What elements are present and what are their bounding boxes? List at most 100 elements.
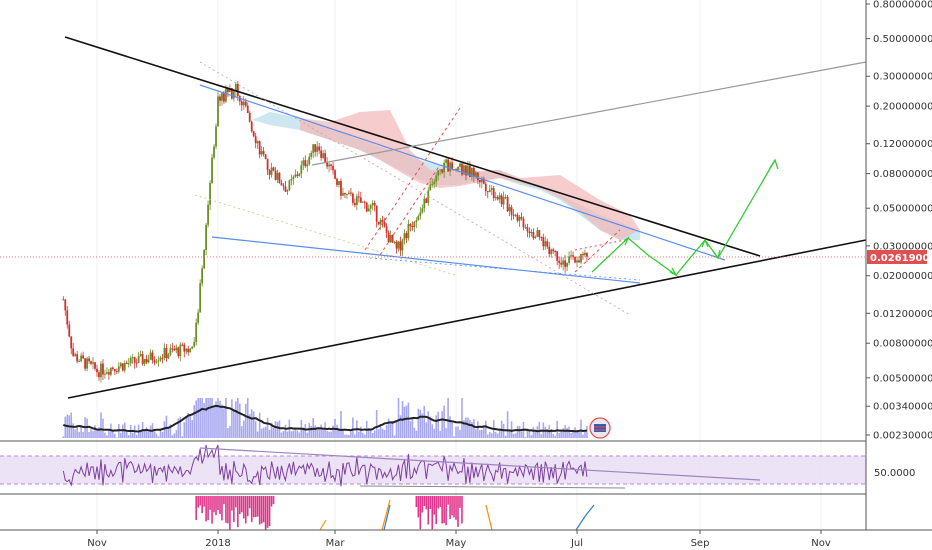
macd-histogram: [195, 496, 463, 530]
candle-body: [236, 83, 239, 97]
volume-bar: [391, 420, 394, 438]
fan-line-1[interactable]: [199, 61, 631, 316]
volume-bar: [437, 411, 439, 438]
candle-body: [240, 101, 243, 106]
candle-body: [308, 156, 311, 165]
x-tick-label: Nov: [87, 538, 107, 549]
candle-body: [242, 101, 245, 106]
volume-bar: [455, 426, 457, 438]
candle-body: [96, 368, 98, 373]
candle-body: [488, 189, 491, 193]
y-tick-label: 0.30000000: [873, 72, 932, 83]
macd-bar: [427, 496, 430, 525]
dotted-trend-3[interactable]: [574, 229, 621, 273]
candle-body: [88, 358, 90, 362]
candle-body: [439, 169, 442, 171]
macd-bar: [205, 496, 207, 522]
volume-bar: [159, 429, 162, 438]
candle-body: [290, 178, 293, 181]
volume-bar: [475, 429, 477, 438]
candle-body: [550, 249, 553, 254]
channel-lower[interactable]: [211, 236, 641, 284]
candle-body: [278, 172, 281, 183]
news-badge[interactable]: [589, 417, 611, 439]
volume-bar: [582, 434, 584, 438]
x-tick-label: Sep: [691, 538, 710, 549]
grey-trendline[interactable]: [311, 61, 867, 166]
candle-body: [191, 346, 194, 349]
volume-bar: [231, 399, 233, 438]
candle-body: [409, 224, 412, 227]
main-pane: [0, 0, 866, 440]
volume-bar: [278, 420, 281, 438]
volume-bar: [241, 426, 243, 438]
volume-bar: [558, 432, 560, 438]
macd-bar: [207, 496, 209, 520]
volume-bar: [209, 398, 211, 438]
volume-bar: [92, 431, 94, 438]
volume-bar: [74, 429, 76, 438]
candle-body: [532, 231, 535, 239]
candle-body: [187, 348, 190, 353]
volume-bar: [268, 429, 271, 438]
volume-bar: [304, 424, 307, 438]
candle-body: [482, 178, 485, 184]
volume-bar: [348, 434, 350, 438]
volume-bar: [78, 431, 80, 438]
volume-bar: [86, 418, 88, 438]
volume-bar: [135, 434, 138, 438]
macd-bar: [415, 496, 418, 508]
volume-bar: [298, 432, 301, 438]
candle-body: [155, 361, 158, 363]
volume-bar: [425, 422, 428, 438]
macd-bar: [256, 496, 259, 517]
macd-bar: [195, 496, 197, 521]
macd-bar: [437, 496, 439, 509]
dotted-trend-2[interactable]: [379, 164, 441, 256]
volume-bar: [562, 428, 564, 438]
macd-bar: [264, 496, 267, 530]
volume-ma-line: [62, 404, 588, 433]
volume-bar: [205, 398, 207, 438]
candle-body: [209, 182, 211, 205]
candle-body: [84, 358, 86, 369]
candle-body: [92, 362, 94, 364]
volume-bar: [550, 428, 553, 438]
candle-body: [363, 201, 366, 203]
channel-upper[interactable]: [199, 84, 726, 261]
candle-body: [486, 191, 489, 193]
candle-body: [183, 344, 186, 352]
candle-body: [296, 174, 299, 176]
candle-body: [302, 160, 305, 166]
volume-bar: [120, 432, 122, 438]
candle-body: [227, 88, 229, 93]
x-tick-label: Nov: [811, 538, 831, 549]
volume-bar: [419, 409, 422, 438]
dotted-trend-1[interactable]: [364, 107, 461, 251]
volume-bar: [139, 430, 142, 438]
fan-line-3[interactable]: [369, 257, 641, 281]
volume-bar: [494, 432, 497, 438]
volume-bar: [225, 398, 227, 438]
volume-bar: [411, 417, 414, 438]
volume-bar: [504, 435, 507, 438]
volume-bar: [524, 437, 527, 438]
volume-bar: [399, 415, 402, 438]
volume-bar: [354, 434, 356, 438]
candle-body: [207, 204, 209, 225]
candle-body: [260, 151, 263, 155]
macd-bar: [229, 496, 231, 530]
drawings[interactable]: [64, 36, 867, 399]
candle-body: [100, 363, 102, 378]
volume-bar: [544, 426, 547, 438]
candle-body: [476, 172, 479, 181]
volume-bar: [82, 431, 84, 438]
lower-trendline[interactable]: [67, 239, 867, 399]
candle-body: [157, 360, 160, 362]
candle-body: [205, 224, 207, 251]
dotted-trend-4[interactable]: [574, 239, 626, 251]
volume-bar: [258, 412, 261, 438]
candle-body: [346, 194, 348, 196]
x-tick-label: Mar: [326, 538, 346, 549]
